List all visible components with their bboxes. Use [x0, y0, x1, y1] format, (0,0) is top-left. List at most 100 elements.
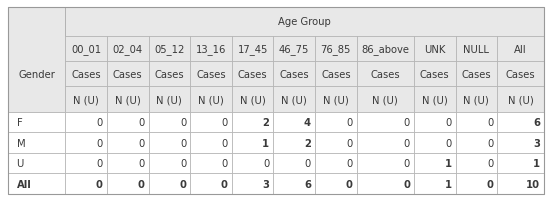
Bar — [414, 133, 455, 153]
Bar — [273, 153, 315, 174]
Bar — [232, 62, 273, 87]
Text: 0: 0 — [263, 158, 269, 168]
Text: 0: 0 — [445, 117, 452, 127]
Bar — [8, 112, 65, 133]
Text: 6: 6 — [533, 117, 540, 127]
Text: Cases: Cases — [279, 69, 309, 79]
Text: 1: 1 — [533, 158, 540, 168]
Bar — [190, 37, 232, 62]
Bar — [315, 87, 357, 112]
Bar — [190, 62, 232, 87]
Bar — [357, 133, 414, 153]
Bar — [455, 62, 497, 87]
Text: N (U): N (U) — [464, 95, 489, 105]
Text: N (U): N (U) — [323, 95, 349, 105]
Bar — [273, 62, 315, 87]
Text: U: U — [17, 158, 24, 168]
Text: Cases: Cases — [461, 69, 491, 79]
Text: Cases: Cases — [71, 69, 101, 79]
Bar — [497, 62, 544, 87]
Bar — [190, 112, 232, 133]
Text: Cases: Cases — [420, 69, 449, 79]
Bar — [148, 153, 190, 174]
Text: 0: 0 — [305, 158, 311, 168]
Bar — [190, 174, 232, 194]
Text: 0: 0 — [137, 179, 145, 189]
Text: 0: 0 — [221, 179, 228, 189]
Text: 86_above: 86_above — [361, 44, 409, 55]
Bar — [497, 87, 544, 112]
Bar — [315, 62, 357, 87]
Text: 0: 0 — [138, 117, 145, 127]
Text: 46_75: 46_75 — [279, 44, 310, 55]
Text: 13_16: 13_16 — [196, 44, 226, 55]
Bar — [357, 37, 414, 62]
Bar — [273, 133, 315, 153]
Bar — [107, 133, 148, 153]
Bar — [414, 174, 455, 194]
Bar — [414, 153, 455, 174]
Bar — [148, 37, 190, 62]
Bar — [232, 133, 273, 153]
Text: 0: 0 — [138, 158, 145, 168]
Text: 3: 3 — [533, 138, 540, 148]
Bar — [8, 133, 65, 153]
Text: 0: 0 — [486, 179, 493, 189]
Text: 10: 10 — [526, 179, 540, 189]
Text: N (U): N (U) — [282, 95, 307, 105]
Text: 0: 0 — [138, 138, 145, 148]
Text: N (U): N (U) — [73, 95, 99, 105]
Text: All: All — [17, 179, 31, 189]
Text: 0: 0 — [97, 117, 103, 127]
Text: 1: 1 — [444, 179, 452, 189]
Bar — [315, 133, 357, 153]
Bar — [65, 62, 107, 87]
Text: Gender: Gender — [18, 69, 55, 79]
Text: 0: 0 — [180, 138, 186, 148]
Text: 0: 0 — [487, 158, 493, 168]
Bar — [107, 153, 148, 174]
Bar — [232, 87, 273, 112]
Text: 1: 1 — [262, 138, 269, 148]
Bar — [232, 174, 273, 194]
Bar — [65, 37, 107, 62]
Bar — [414, 62, 455, 87]
Text: 0: 0 — [403, 179, 410, 189]
Text: 0: 0 — [180, 117, 186, 127]
Bar — [232, 37, 273, 62]
Bar — [148, 133, 190, 153]
Bar — [455, 87, 497, 112]
Text: N (U): N (U) — [156, 95, 182, 105]
Text: 0: 0 — [347, 158, 353, 168]
Bar — [497, 153, 544, 174]
Bar — [65, 112, 107, 133]
Bar — [107, 37, 148, 62]
Text: 0: 0 — [221, 138, 228, 148]
Text: 17_45: 17_45 — [237, 44, 268, 55]
Bar — [357, 112, 414, 133]
Bar — [315, 112, 357, 133]
Text: Age Group: Age Group — [278, 17, 331, 27]
Bar — [148, 62, 190, 87]
Bar — [148, 174, 190, 194]
Text: 0: 0 — [96, 179, 103, 189]
Text: Cases: Cases — [196, 69, 226, 79]
Bar — [315, 153, 357, 174]
Text: Cases: Cases — [321, 69, 351, 79]
Bar — [107, 174, 148, 194]
Text: N (U): N (U) — [373, 95, 398, 105]
Bar — [65, 174, 107, 194]
Text: 0: 0 — [346, 179, 353, 189]
Text: 0: 0 — [97, 158, 103, 168]
Text: Cases: Cases — [506, 69, 535, 79]
Text: 1: 1 — [444, 158, 452, 168]
Text: N (U): N (U) — [115, 95, 141, 105]
Text: N (U): N (U) — [240, 95, 266, 105]
Bar — [65, 87, 107, 112]
Text: 0: 0 — [221, 158, 228, 168]
Bar — [414, 87, 455, 112]
Text: 05_12: 05_12 — [154, 44, 184, 55]
Bar — [190, 153, 232, 174]
Text: F: F — [17, 117, 22, 127]
Bar — [232, 112, 273, 133]
